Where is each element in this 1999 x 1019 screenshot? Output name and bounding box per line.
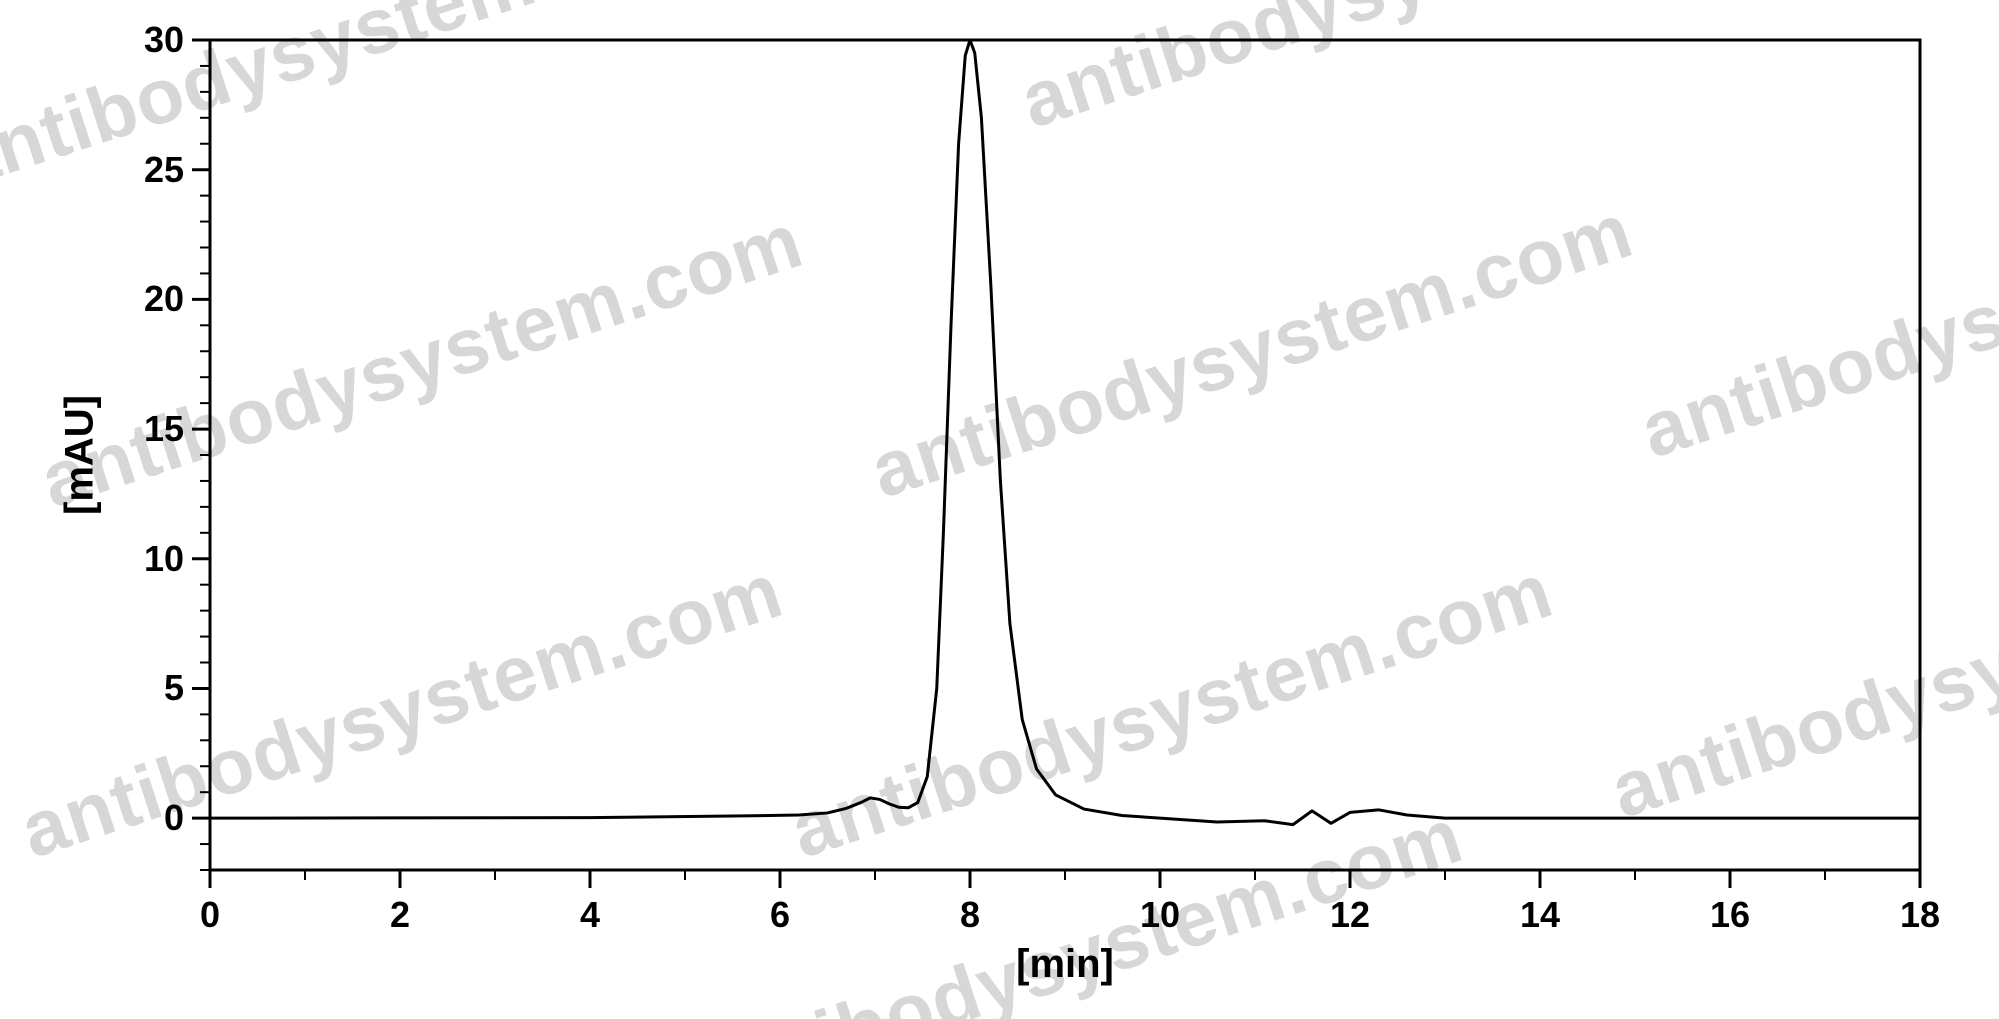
x-tick-label: 14 bbox=[1520, 894, 1560, 936]
y-axis-title: [mAU] bbox=[58, 395, 103, 515]
x-tick-label: 2 bbox=[390, 894, 410, 936]
x-tick-label: 6 bbox=[770, 894, 790, 936]
x-tick-label: 4 bbox=[580, 894, 600, 936]
chromatogram-trace bbox=[210, 40, 1920, 825]
x-tick-label: 10 bbox=[1140, 894, 1180, 936]
y-tick-label: 25 bbox=[144, 149, 184, 191]
y-tick-label: 0 bbox=[164, 797, 184, 839]
x-tick-label: 0 bbox=[200, 894, 220, 936]
x-axis-title: [min] bbox=[1016, 942, 1114, 987]
chromatogram-figure: antibodysystem.comantibodysystem.comanti… bbox=[0, 0, 1999, 1019]
y-tick-label: 5 bbox=[164, 667, 184, 709]
y-tick-label: 10 bbox=[144, 538, 184, 580]
x-tick-label: 16 bbox=[1710, 894, 1750, 936]
plot-border bbox=[210, 40, 1920, 870]
x-tick-label: 12 bbox=[1330, 894, 1370, 936]
y-tick-label: 20 bbox=[144, 278, 184, 320]
chromatogram-chart bbox=[0, 0, 1999, 1019]
x-tick-label: 8 bbox=[960, 894, 980, 936]
y-tick-label: 30 bbox=[144, 19, 184, 61]
y-tick-label: 15 bbox=[144, 408, 184, 450]
x-tick-label: 18 bbox=[1900, 894, 1940, 936]
